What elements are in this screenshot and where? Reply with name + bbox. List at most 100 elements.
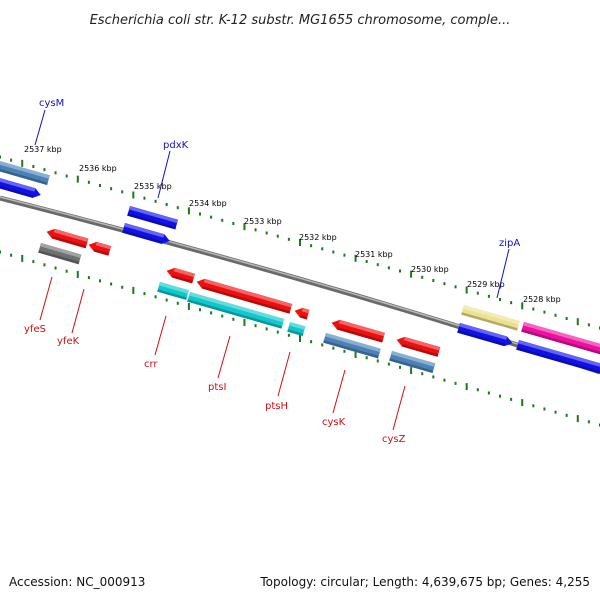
cds-yfeS-body[interactable] — [45, 227, 89, 249]
gene-crr[interactable] — [157, 282, 189, 300]
outer-tick — [199, 212, 201, 216]
cds-cysZ[interactable] — [395, 335, 441, 357]
cds-cysM-shade — [0, 184, 34, 198]
cds-yfeS[interactable] — [45, 227, 89, 249]
outer-tick — [243, 223, 246, 231]
outer-tick — [521, 302, 524, 310]
gene-zipA-shade — [461, 312, 518, 331]
inner-tick — [587, 420, 590, 424]
gene-label-pdxK[interactable]: pdxK — [163, 140, 189, 151]
inner-tick — [576, 415, 579, 423]
gene-zipA-next[interactable] — [521, 322, 600, 357]
gene-label-cysK[interactable]: cysK — [322, 417, 346, 428]
inner-tick — [21, 254, 24, 262]
gene-cysK[interactable] — [323, 333, 381, 359]
cds-cysK-body[interactable] — [330, 318, 385, 343]
gene-cysZ[interactable] — [389, 351, 436, 374]
gene-cysM-highlight — [0, 160, 50, 179]
outer-tick — [443, 282, 446, 286]
cds-zipA-next[interactable] — [516, 340, 600, 375]
gene-zipA[interactable] — [461, 305, 520, 331]
scale-label: 2530 kbp — [411, 265, 449, 274]
gene-pdxK-shade — [127, 213, 176, 230]
outer-tick — [410, 270, 413, 278]
leader-ptsI — [217, 335, 231, 379]
inner-tick — [0, 250, 1, 254]
inner-tick — [343, 349, 346, 353]
inner-tick — [376, 359, 379, 363]
inner-tick — [210, 311, 213, 315]
gene-ptsH-shade — [287, 329, 304, 337]
cds-ptsH[interactable] — [293, 306, 310, 320]
cds-zipA-highlight — [459, 323, 508, 340]
inner-tick — [487, 391, 490, 395]
outer-tick — [187, 207, 190, 215]
gene-features — [0, 160, 600, 375]
gene-pdxK[interactable] — [127, 206, 179, 230]
outer-tick — [154, 199, 157, 203]
leader-yfeK — [71, 288, 85, 334]
scale-label: 2531 kbp — [355, 250, 393, 259]
gene-yfeS-highlight — [40, 243, 82, 258]
cds-pdxK[interactable] — [122, 223, 171, 246]
inner-tick — [132, 286, 135, 294]
outer-tick — [343, 253, 346, 257]
gene-label-yfeS[interactable]: yfeS — [24, 324, 46, 335]
inner-tick — [165, 298, 168, 302]
outer-tick — [99, 184, 101, 187]
gene-label-crr[interactable]: crr — [144, 359, 158, 370]
outer-tick — [110, 187, 113, 191]
leader-cysZ — [392, 385, 406, 431]
cds-cysZ-body[interactable] — [395, 335, 441, 357]
inner-tick — [532, 404, 535, 408]
gene-cysM[interactable] — [0, 160, 50, 186]
gene-labels: cysM pdxK zipA yfeS yfeK crr ptsI ptsH c… — [24, 98, 520, 445]
gene-ptsH[interactable] — [287, 322, 306, 337]
leader-crr — [154, 315, 167, 356]
gene-label-ptsH[interactable]: ptsH — [265, 401, 288, 412]
gene-label-zipA[interactable]: zipA — [499, 238, 520, 249]
inner-tick — [99, 279, 101, 283]
inner-tick — [76, 270, 79, 278]
outer-tick — [221, 218, 224, 222]
scale-label: 2532 kbp — [299, 233, 337, 242]
gene-ptsI[interactable] — [187, 292, 285, 329]
cds-yfeK[interactable] — [87, 240, 112, 256]
gene-label-ptsI[interactable]: ptsI — [208, 382, 226, 393]
cds-ptsI-body[interactable] — [195, 277, 293, 314]
inner-tick — [254, 324, 257, 328]
gene-zipA-next-highlight — [523, 322, 600, 351]
inner-tick — [399, 365, 401, 369]
outer-tick — [21, 159, 24, 167]
gene-label-yfeK[interactable]: yfeK — [57, 336, 80, 347]
outer-tick — [321, 247, 324, 251]
gene-yfeS-shade — [38, 250, 80, 265]
outer-tick — [476, 291, 479, 295]
cds-crr[interactable] — [165, 266, 195, 284]
inner-tick — [387, 362, 390, 366]
inner-tick — [243, 318, 246, 326]
outer-tick — [265, 231, 268, 235]
gene-label-cysM[interactable]: cysM — [39, 98, 64, 109]
gene-label-cysZ[interactable]: cysZ — [382, 434, 406, 445]
cds-yfeS-highlight — [53, 228, 89, 242]
inner-tick — [121, 285, 124, 289]
cds-pdxK-highlight — [124, 223, 165, 238]
inner-tick — [154, 295, 157, 299]
inner-tick — [199, 308, 201, 312]
outer-tick — [176, 206, 179, 210]
outer-tick — [254, 228, 257, 232]
inner-tick — [510, 397, 513, 401]
inner-tick — [10, 253, 13, 257]
cds-cysM[interactable] — [0, 177, 42, 200]
outer-tick — [399, 269, 401, 273]
inner-tick — [32, 260, 35, 264]
inner-tick — [465, 383, 468, 391]
cds-ptsI[interactable] — [195, 277, 293, 314]
inner-tick — [54, 266, 57, 270]
cds-zipA[interactable] — [457, 323, 514, 348]
cds-cysK[interactable] — [330, 318, 385, 343]
inner-tick — [110, 282, 113, 286]
gene-yfeS[interactable] — [38, 243, 82, 265]
inner-tick — [443, 378, 446, 382]
